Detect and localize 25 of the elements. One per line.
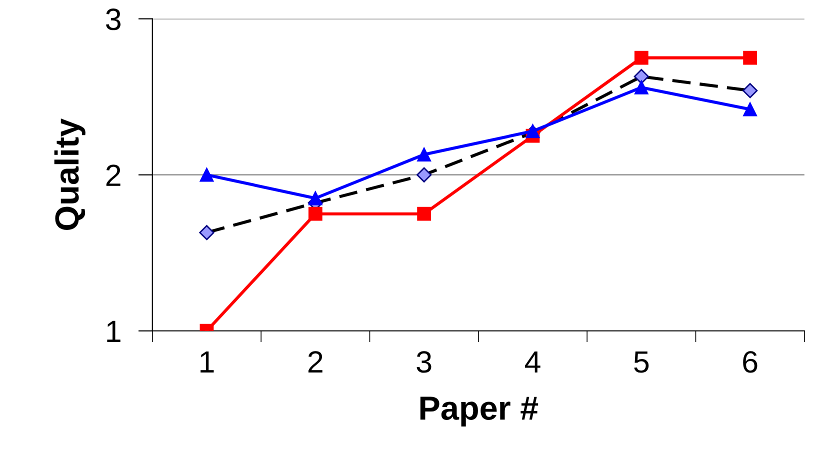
- x-tick-label: 2: [308, 351, 322, 372]
- point: [743, 50, 758, 65]
- y-tick-label: 1: [107, 320, 120, 342]
- y-tick-label: 3: [106, 8, 121, 30]
- point: [634, 68, 649, 84]
- point: [308, 191, 322, 206]
- x-axis-title: Paper #: [420, 396, 538, 427]
- x-tick-label: 3: [416, 351, 432, 373]
- x-tick-label: 5: [634, 351, 649, 373]
- point: [634, 80, 648, 94]
- point: [199, 225, 214, 240]
- x-tick-label: 4: [524, 351, 540, 372]
- point: [416, 167, 432, 182]
- y-tick-label: 2: [106, 164, 120, 186]
- x-tick-label: 1: [200, 351, 214, 372]
- point: [308, 206, 322, 221]
- point: [417, 148, 432, 162]
- point: [743, 102, 758, 116]
- x-tick-label: 6: [743, 351, 758, 373]
- point: [417, 206, 432, 221]
- y-axis-title: Quality: [54, 118, 86, 230]
- point: [526, 124, 540, 138]
- point: [742, 83, 758, 98]
- point: [200, 168, 214, 182]
- point: [634, 50, 648, 65]
